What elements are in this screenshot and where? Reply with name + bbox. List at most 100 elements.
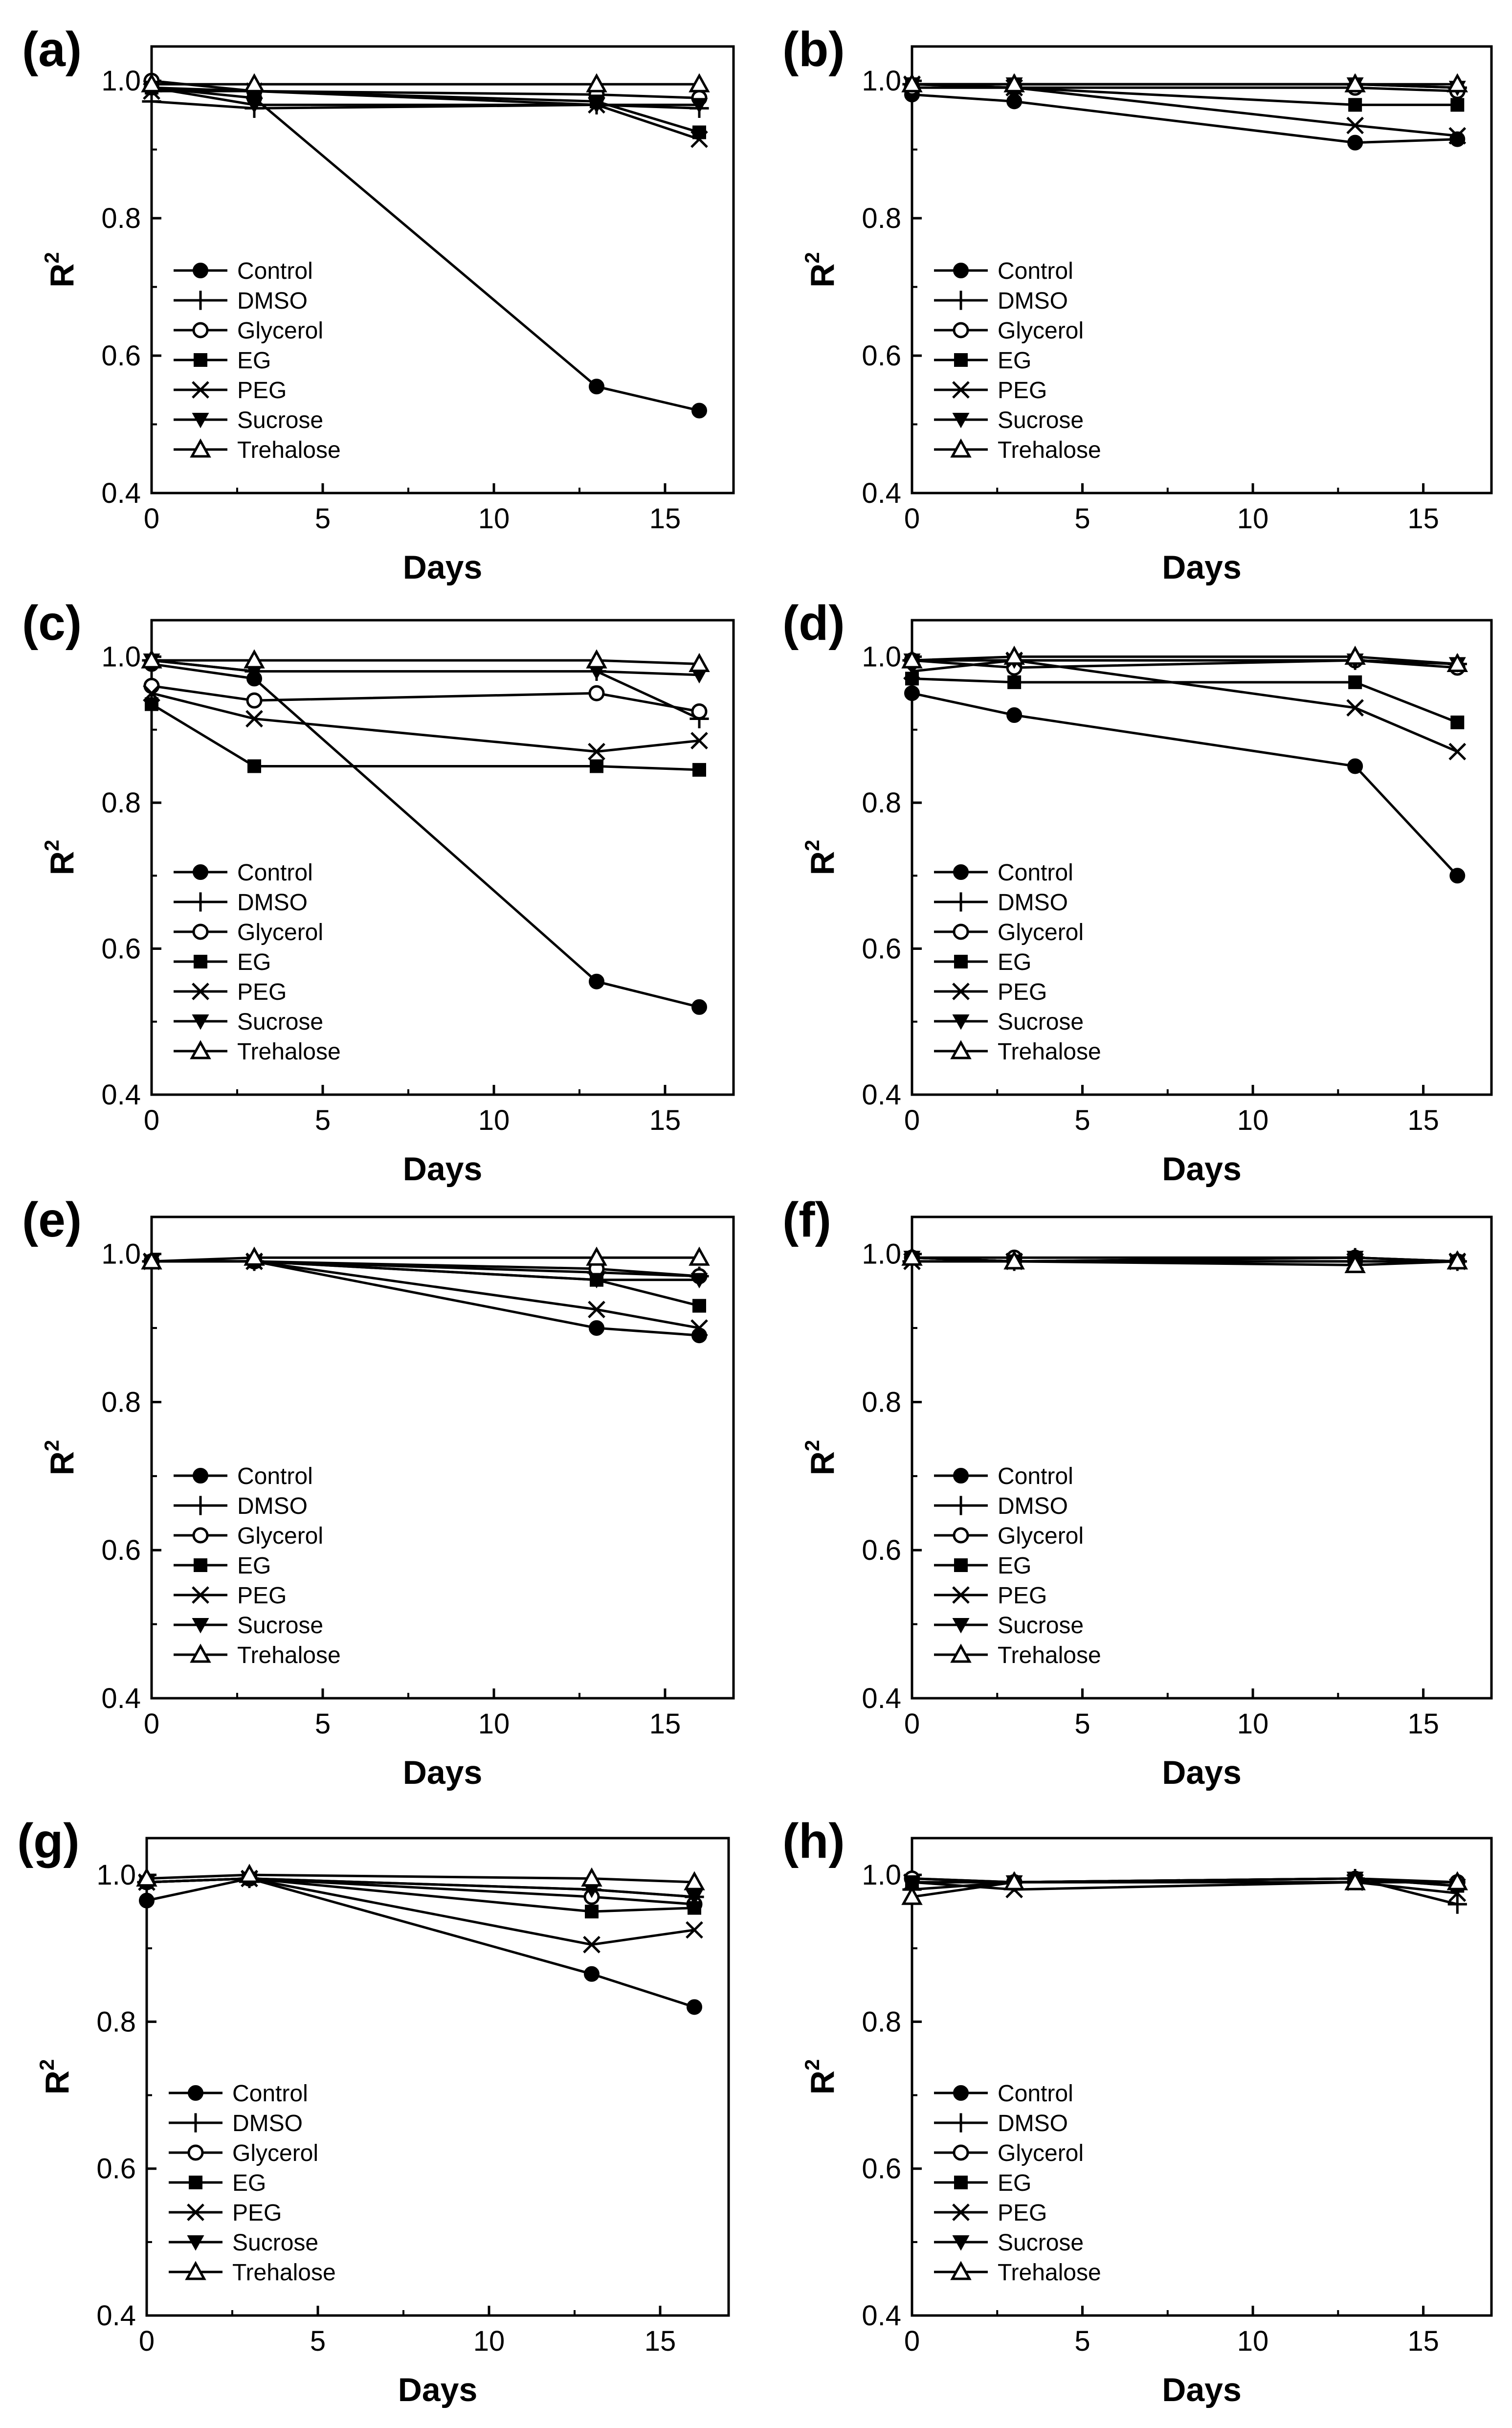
y-tick-label: 0.6 — [96, 2153, 136, 2185]
series-control — [139, 1870, 702, 2015]
data-point — [143, 684, 160, 702]
legend-label: Glycerol — [998, 318, 1084, 344]
data-point — [691, 1327, 707, 1344]
chart-panel-4: (d) 0 5 10 15 0.4 0.6 0.8 1.0 Days R2 Control DMSO Gl… — [782, 596, 1493, 1188]
data-point — [588, 685, 605, 701]
plot-frame — [150, 619, 735, 1096]
data-point — [1006, 707, 1023, 723]
x-axis-label: Days — [1162, 1150, 1242, 1188]
series-line — [912, 83, 1458, 137]
x-tick-label: 10 — [473, 2325, 505, 2357]
chart-panel-3: (c) 0 5 10 15 0.4 0.6 0.8 1.0 Days R2 Control DMSO Gl… — [22, 596, 735, 1188]
data-point — [1449, 868, 1466, 884]
legend-label: DMSO — [237, 1493, 308, 1519]
x-tick-label: 10 — [1237, 2325, 1269, 2357]
legend-marker — [953, 2085, 969, 2101]
plot-frame — [911, 1837, 1493, 2317]
x-axis-label: Days — [403, 1150, 483, 1188]
chart-panel-8: (h) 0 5 10 15 0.4 0.6 0.8 1.0 Days R2 Control DMSO Gl… — [782, 1814, 1493, 2408]
legend-marker — [952, 1586, 970, 1604]
legend-item: Control — [934, 258, 1073, 284]
y-tick-label: 0.8 — [101, 202, 141, 234]
legend-item: EG — [934, 1553, 1031, 1579]
legend-label: Control — [237, 860, 313, 886]
series-trehalose — [901, 1246, 1468, 1273]
legend-label: Glycerol — [998, 1523, 1084, 1549]
x-tick-label: 15 — [1407, 2325, 1439, 2357]
data-point — [1446, 652, 1468, 673]
x-tick-label: 10 — [1237, 1708, 1269, 1740]
legend-label: Glycerol — [998, 920, 1084, 945]
data-point — [691, 703, 708, 720]
y-tick-label: 0.8 — [862, 2006, 901, 2038]
legend-marker — [953, 1468, 969, 1484]
x-tick-label: 5 — [315, 1104, 331, 1136]
series-peg — [903, 652, 1467, 761]
y-tick-label: 1.0 — [101, 65, 141, 97]
legend-item: Control — [174, 1463, 313, 1489]
y-tick-label: 0.8 — [101, 1386, 141, 1418]
legend-item: Control — [174, 258, 313, 284]
series-line — [151, 659, 700, 676]
data-point — [1348, 675, 1362, 689]
legend-label: Glycerol — [237, 920, 323, 945]
legend-label: EG — [998, 1553, 1031, 1579]
x-tick-label: 10 — [478, 1708, 510, 1740]
legend-label: Control — [237, 1463, 313, 1489]
legend-marker — [951, 892, 971, 912]
series-glycerol — [143, 677, 708, 720]
legend-marker — [187, 2203, 204, 2221]
legend-label: PEG — [237, 378, 287, 404]
legend-label: EG — [998, 348, 1031, 374]
x-tick-label: 5 — [1074, 1708, 1090, 1740]
x-tick-label: 15 — [649, 503, 681, 535]
y-tick-label: 0.6 — [101, 1534, 141, 1566]
x-tick-label: 0 — [144, 1104, 159, 1136]
x-axis-label: Days — [1162, 549, 1242, 586]
y-axis-label-sup: 2 — [40, 1440, 63, 1451]
y-tick-label: 0.8 — [862, 1386, 901, 1418]
legend-item: EG — [174, 348, 271, 374]
data-point — [1344, 1254, 1366, 1273]
legend: Control DMSO Glycerol EG PEG Sucrose Trehalose — [934, 860, 1101, 1065]
legend-item: Control — [174, 860, 313, 886]
y-axis-label-sup: 2 — [40, 840, 63, 851]
data-point — [686, 1890, 703, 1906]
legend-label: Glycerol — [237, 1523, 323, 1549]
legend-label: Trehalose — [237, 1039, 341, 1065]
legend: Control DMSO Glycerol EG PEG Sucrose Trehalose — [169, 2081, 336, 2286]
series-line — [151, 692, 700, 753]
legend-item: PEG — [174, 979, 287, 1005]
legend-item: PEG — [934, 378, 1047, 404]
x-axis-label: Days — [403, 1754, 483, 1791]
chart-panel-2: (b) 0 5 10 15 0.4 0.6 0.8 1.0 Days R2 Control DMSO Gl… — [782, 22, 1493, 586]
data-point — [1006, 93, 1023, 110]
panel-label: (g) — [17, 1814, 80, 1868]
y-axis-label-main: R — [44, 1451, 81, 1475]
legend-marker — [950, 2261, 972, 2280]
data-point — [588, 742, 605, 761]
legend-label: Trehalose — [237, 1642, 341, 1668]
data-point — [239, 1864, 260, 1883]
legend: Control DMSO Glycerol EG PEG Sucrose Trehalose — [934, 258, 1101, 463]
data-point — [1003, 645, 1025, 665]
legend-marker — [952, 2203, 970, 2221]
legend-label: DMSO — [237, 288, 308, 314]
y-axis-label: R2 — [800, 2059, 841, 2094]
legend-marker — [192, 1586, 209, 1604]
legend-marker — [954, 955, 968, 968]
legend-item: Glycerol — [934, 920, 1084, 945]
series-line — [152, 1260, 700, 1278]
legend-marker — [190, 438, 211, 458]
legend-marker — [192, 1014, 209, 1030]
series-control — [144, 80, 707, 419]
legend-item: PEG — [169, 2200, 282, 2226]
legend-label: PEG — [232, 2200, 282, 2226]
y-tick-label: 0.8 — [862, 202, 901, 234]
panel-label: (d) — [782, 596, 845, 651]
x-tick-label: 10 — [478, 503, 510, 535]
series-trehalose — [901, 1871, 1468, 1905]
data-point — [1344, 1871, 1366, 1890]
y-tick-label: 0.4 — [101, 1079, 141, 1111]
